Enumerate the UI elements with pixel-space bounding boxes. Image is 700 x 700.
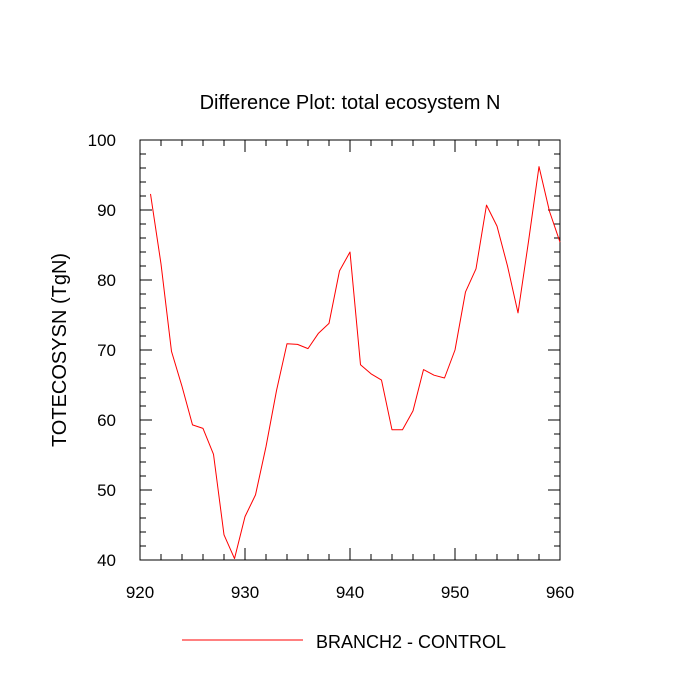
y-tick-label: 40 xyxy=(97,551,116,570)
legend-label: BRANCH2 - CONTROL xyxy=(316,632,506,652)
x-tick-label: 940 xyxy=(336,583,364,602)
y-tick-label: 50 xyxy=(97,481,116,500)
chart-title: Difference Plot: total ecosystem N xyxy=(200,92,501,114)
y-tick-label: 60 xyxy=(97,411,116,430)
legend: BRANCH2 - CONTROL xyxy=(182,632,506,652)
y-tick-label: 90 xyxy=(97,201,116,220)
y-axis-label: TOTECOSYSN (TgN) xyxy=(49,253,71,447)
y-tick-label: 70 xyxy=(97,341,116,360)
x-tick-label: 930 xyxy=(231,583,259,602)
x-tick-label: 960 xyxy=(546,583,574,602)
plot-frame xyxy=(139,139,561,561)
y-tick-label: 80 xyxy=(97,271,116,290)
x-tick-label: 920 xyxy=(126,583,154,602)
series-layer xyxy=(150,166,561,560)
series-line xyxy=(150,166,561,560)
x-tick-label: 950 xyxy=(441,583,469,602)
y-tick-label: 100 xyxy=(88,131,116,150)
axis-ticks: 920 930 940 950 960 40 50 60 70 80 90 100 xyxy=(88,131,575,602)
